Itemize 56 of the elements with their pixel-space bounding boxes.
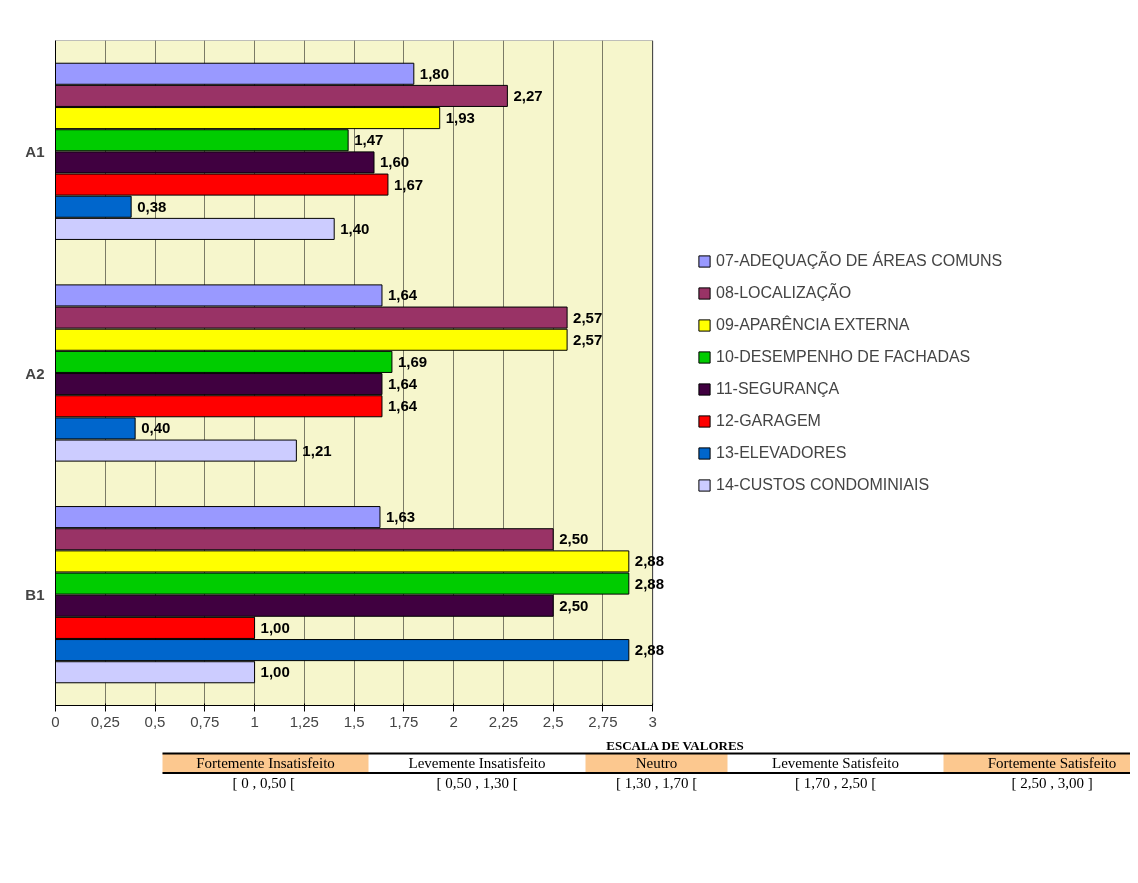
data-label: 1,00	[260, 663, 290, 681]
data-label: 1,64	[387, 375, 418, 393]
x-tick-label: 0,5	[144, 712, 166, 730]
y-tick-label: A2	[25, 364, 45, 382]
data-label: 0,38	[137, 197, 167, 215]
text: [ 1,30 , 1,70 [	[615, 774, 698, 791]
data-label: 2,50	[559, 530, 589, 548]
x-tick-label: 1,5	[343, 712, 365, 730]
data-label: 1,67	[393, 175, 424, 193]
legend-label: 13-ELEVADORES	[716, 443, 847, 462]
legend-label: 07-ADEQUAÇÃO DE ÁREAS COMUNS	[716, 251, 1003, 270]
x-tick-label: 0	[51, 712, 60, 730]
x-tick-label: 2	[449, 712, 458, 730]
text: ESCALA DE VALORES	[606, 738, 744, 753]
x-tick-label: 1,75	[389, 712, 419, 730]
data-label: 2,27	[513, 86, 543, 104]
legend-label: 14-CUSTOS CONDOMINIAIS	[716, 475, 930, 494]
text: Fortemente Satisfeito	[987, 755, 1117, 771]
text: Levemente Satisfeito	[771, 755, 900, 771]
x-tick-label: 2,25	[488, 712, 519, 730]
data-label: 2,57	[573, 330, 603, 348]
text: Levemente Insatisfeito	[408, 755, 546, 771]
x-tick-label: 2,75	[588, 712, 618, 730]
data-label: 1,63	[385, 508, 416, 526]
legend-label: 11-SEGURANÇA	[716, 379, 840, 398]
legend-label: 12-GARAGEM	[716, 411, 821, 430]
data-label: 1,00	[260, 618, 290, 636]
legend-label: 09-APARÊNCIA EXTERNA	[716, 315, 910, 334]
text: [ 1,70 , 2,50 [	[794, 774, 877, 791]
x-tick-label: 1	[250, 712, 259, 730]
text: [ 0 , 0,50 [	[232, 774, 295, 791]
data-label: 1,80	[419, 64, 450, 82]
data-label: 1,47	[354, 131, 384, 149]
data-label: 1,64	[387, 286, 418, 304]
data-label: 2,57	[573, 308, 603, 326]
text: [ 2,50 , 3,00 ]	[1011, 774, 1093, 791]
data-label: 1,21	[302, 441, 332, 459]
x-tick-label: 0,25	[90, 712, 120, 730]
data-label: 1,40	[340, 219, 370, 237]
y-tick-label: A1	[25, 142, 45, 160]
x-tick-label: 0,75	[190, 712, 220, 730]
y-tick-label: B1	[25, 586, 45, 604]
data-label: 1,64	[387, 397, 418, 415]
data-label: 2,50	[559, 596, 589, 614]
legend-label: 08-LOCALIZAÇÃO	[716, 283, 852, 302]
x-tick-label: 1,25	[289, 712, 319, 730]
data-label: 1,60	[380, 153, 410, 171]
text: Neutro	[635, 755, 678, 771]
x-tick-label: 2,5	[542, 712, 564, 730]
legend-label: 10-DESEMPENHO DE FACHADAS	[716, 347, 971, 366]
x-tick-label: 3	[648, 712, 657, 730]
data-label: 1,69	[397, 352, 428, 370]
text: [ 0,50 , 1,30 [	[436, 774, 518, 791]
data-label: 1,93	[445, 109, 475, 127]
data-label: 0,40	[141, 419, 171, 437]
text: Fortemente Insatisfeito	[196, 755, 335, 771]
